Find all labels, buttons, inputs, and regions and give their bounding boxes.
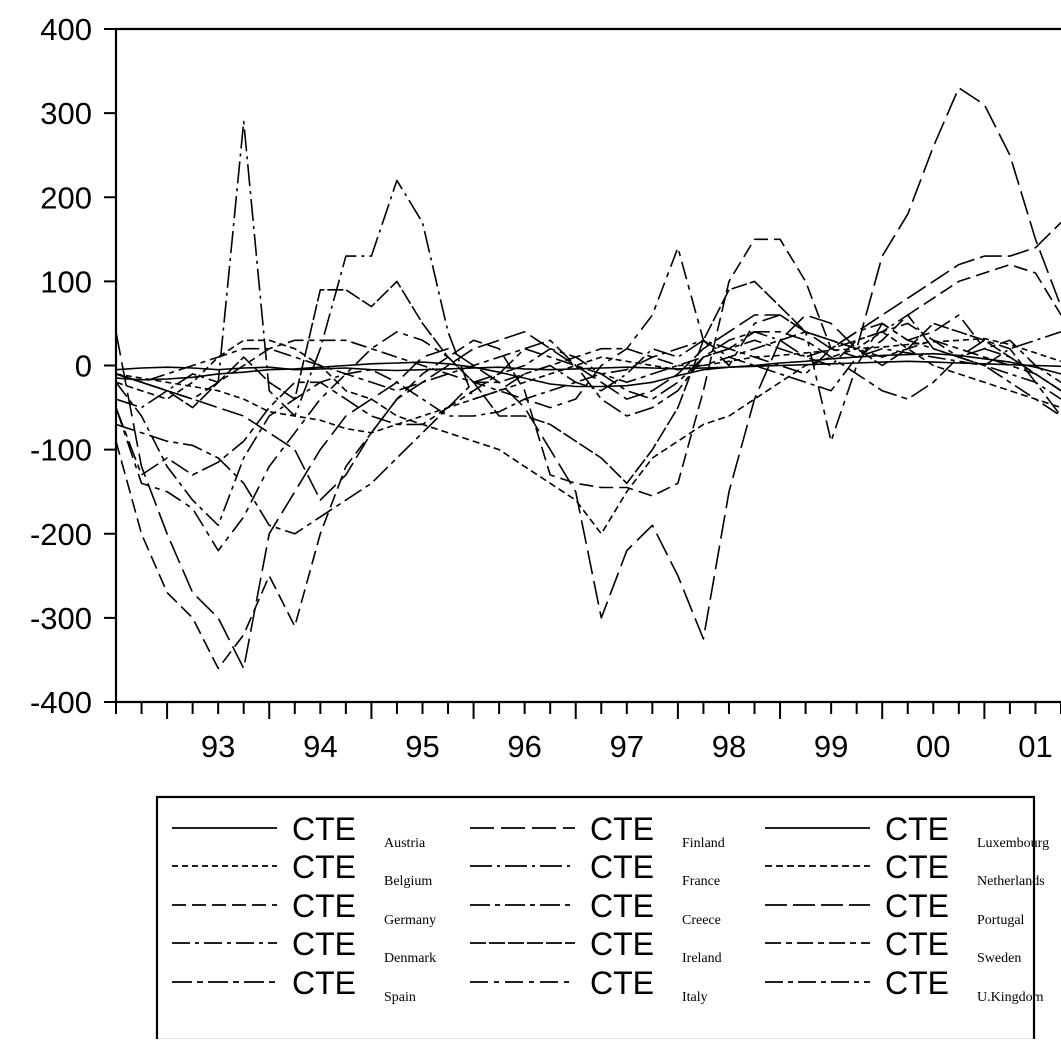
y-tick-label: -200 [30, 517, 92, 552]
legend-label: CTE [885, 888, 949, 924]
y-axis: -400 -300 -200 -100 0 100 200 300 400 [30, 12, 116, 720]
legend-label: CTE [885, 811, 949, 847]
legend-box [155, 795, 1036, 1042]
x-tick-label: 93 [201, 729, 235, 764]
legend-label-country: U.Kingdom [977, 990, 1044, 1005]
series-line-italy [116, 246, 1061, 552]
legend-label: CTE [590, 965, 654, 1001]
x-tick-label: 94 [303, 729, 337, 764]
legend-label-country: Luxembourg [977, 836, 1049, 851]
series-line-france [116, 120, 1061, 417]
y-tick-label: -300 [30, 601, 92, 636]
y-tick-label: 400 [40, 12, 92, 47]
legend-label-country: Belgium [384, 874, 432, 889]
legend-label: CTE [590, 888, 654, 924]
series-line-sweden [116, 330, 1061, 400]
legend-label-country: Creece [682, 913, 721, 928]
legend-label-country: Portugal [977, 913, 1025, 928]
series-line-spain [116, 330, 1061, 476]
x-tick-label: 95 [405, 729, 439, 764]
legend-label-country: Netherlands [977, 874, 1045, 889]
x-tick-label: 01 [1018, 729, 1052, 764]
series-line-portugal [116, 221, 1061, 501]
legend-label: CTE [590, 811, 654, 847]
series-line-austria [116, 352, 1061, 388]
legend-label-country: Ireland [682, 951, 722, 966]
legend-label-country: Finland [682, 836, 725, 851]
legend-label: CTE [292, 811, 356, 847]
y-tick-label: -400 [30, 685, 92, 720]
y-tick-label: 300 [40, 96, 92, 131]
legend-label-country: Sweden [977, 951, 1021, 966]
series-lines [116, 87, 1061, 670]
legend-label-country: Germany [384, 913, 436, 928]
legend-label: CTE [292, 965, 356, 1001]
legend-label: CTE [292, 888, 356, 924]
series-line-finland [116, 87, 1061, 670]
legend-label-country: Italy [682, 990, 708, 1005]
legend-label-country: Austria [384, 836, 426, 851]
series-line-netherlands [116, 330, 1061, 535]
x-tick-label: 97 [610, 729, 644, 764]
series-line-germany [116, 238, 1061, 670]
series-line-luxembourg [116, 360, 1061, 372]
y-tick-label: 200 [40, 180, 92, 215]
x-tick-label: 98 [712, 729, 746, 764]
legend-label: CTE [885, 926, 949, 962]
legend-label: CTE [590, 849, 654, 885]
series-line-ireland [116, 280, 1061, 485]
legend: CTE Austria CTE Belgium CTE Germany CTE Denmark… [155, 795, 1049, 1042]
x-axis: 93 94 95 96 97 98 99 00 01 [115, 702, 1061, 764]
legend-label-country: Denmark [384, 951, 436, 966]
x-tick-label: 96 [507, 729, 541, 764]
y-tick-label: 0 [75, 349, 92, 384]
x-tick-label: 99 [814, 729, 848, 764]
legend-label: CTE [292, 926, 356, 962]
x-tick-label: 00 [916, 729, 950, 764]
legend-label-country: France [682, 874, 720, 889]
legend-label: CTE [292, 849, 356, 885]
legend-label: CTE [590, 926, 654, 962]
legend-label: CTE [885, 965, 949, 1001]
series-line-u-kingdom [116, 322, 1061, 417]
legend-label-country: Spain [384, 990, 416, 1005]
y-tick-label: -100 [30, 433, 92, 468]
y-tick-label: 100 [40, 264, 92, 299]
legend-label: CTE [885, 849, 949, 885]
